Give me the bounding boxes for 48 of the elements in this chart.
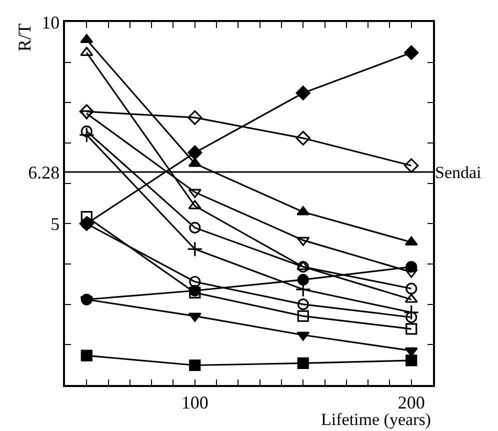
point bbox=[296, 130, 310, 146]
y-tick-label: 10 bbox=[42, 12, 60, 32]
ref-line-label: Sendai bbox=[435, 163, 482, 182]
point bbox=[297, 298, 309, 310]
point bbox=[296, 332, 310, 341]
point bbox=[80, 126, 92, 138]
point bbox=[404, 347, 418, 357]
point bbox=[80, 46, 94, 56]
x-tick-label: 200 bbox=[398, 392, 425, 412]
point bbox=[189, 359, 201, 372]
point bbox=[188, 158, 202, 167]
point bbox=[79, 104, 94, 119]
x-axis-title: Lifetime (years) bbox=[321, 410, 431, 429]
point bbox=[296, 206, 310, 216]
point bbox=[406, 323, 418, 335]
point bbox=[296, 261, 310, 270]
point bbox=[404, 294, 418, 303]
point bbox=[296, 236, 310, 246]
point bbox=[189, 222, 201, 234]
point bbox=[406, 282, 418, 294]
y-tick-label: 5 bbox=[50, 214, 60, 234]
point bbox=[404, 45, 419, 60]
point bbox=[296, 86, 310, 100]
point bbox=[80, 350, 92, 362]
point bbox=[188, 145, 202, 160]
point bbox=[404, 268, 418, 278]
point bbox=[297, 310, 309, 322]
point bbox=[406, 261, 418, 273]
point bbox=[78, 127, 94, 143]
point bbox=[189, 276, 201, 288]
point bbox=[297, 357, 309, 370]
y-axis-title: R/T bbox=[14, 24, 35, 52]
point bbox=[188, 110, 202, 125]
y-tick-label: 6.28 bbox=[28, 162, 60, 182]
point bbox=[188, 200, 202, 210]
point bbox=[406, 354, 418, 366]
point bbox=[80, 34, 94, 44]
point bbox=[406, 311, 418, 324]
point bbox=[188, 188, 202, 198]
point bbox=[187, 241, 203, 257]
point bbox=[297, 261, 309, 273]
point bbox=[404, 158, 419, 173]
point bbox=[80, 211, 92, 223]
point bbox=[404, 236, 418, 246]
point bbox=[188, 312, 202, 322]
point bbox=[297, 274, 309, 286]
point bbox=[80, 294, 92, 306]
x-tick-label: 100 bbox=[181, 392, 208, 412]
